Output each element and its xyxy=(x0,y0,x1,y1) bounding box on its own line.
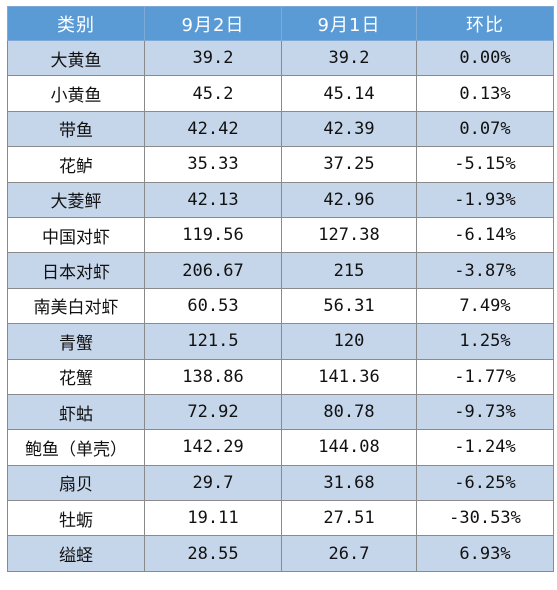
cell-change: -1.24% xyxy=(416,429,554,466)
cell-sep-2: 29.7 xyxy=(144,464,282,502)
cell-sep-1: 56.31 xyxy=(281,287,417,325)
cell-category: 缢蛏 xyxy=(7,535,145,572)
table-header: 类别 9月2日 9月1日 环比 xyxy=(7,6,554,41)
cell-sep-1: 42.96 xyxy=(281,181,417,218)
cell-sep-2: 206.67 xyxy=(144,252,282,289)
cell-sep-1: 39.2 xyxy=(281,39,417,77)
cell-sep-2: 138.86 xyxy=(144,358,282,395)
table-row: 日本对虾 206.67 215 -3.87% xyxy=(7,252,554,289)
cell-sep-1: 215 xyxy=(281,252,417,289)
cell-category: 扇贝 xyxy=(7,464,145,502)
cell-sep-2: 60.53 xyxy=(144,287,282,325)
cell-sep-2: 42.42 xyxy=(144,110,282,148)
cell-category: 花鲈 xyxy=(7,146,145,183)
header-category: 类别 xyxy=(7,6,145,41)
cell-sep-2: 72.92 xyxy=(144,393,282,431)
cell-sep-1: 144.08 xyxy=(281,429,417,466)
cell-category: 大黄鱼 xyxy=(7,39,145,77)
cell-category: 日本对虾 xyxy=(7,252,145,289)
cell-sep-1: 127.38 xyxy=(281,216,417,254)
cell-category: 南美白对虾 xyxy=(7,287,145,325)
header-sep-2: 9月2日 xyxy=(144,6,282,41)
cell-sep-1: 31.68 xyxy=(281,464,417,502)
table-row: 花蟹 138.86 141.36 -1.77% xyxy=(7,358,554,395)
cell-category: 大菱鲆 xyxy=(7,181,145,218)
cell-sep-2: 42.13 xyxy=(144,181,282,218)
header-row: 类别 9月2日 9月1日 环比 xyxy=(7,6,554,41)
cell-sep-2: 119.56 xyxy=(144,216,282,254)
cell-change: -5.15% xyxy=(416,146,554,183)
cell-category: 小黄鱼 xyxy=(7,75,145,112)
cell-sep-2: 19.11 xyxy=(144,500,282,537)
cell-sep-1: 141.36 xyxy=(281,358,417,395)
cell-change: 1.25% xyxy=(416,323,554,360)
cell-category: 青蟹 xyxy=(7,323,145,360)
table-row: 大黄鱼 39.2 39.2 0.00% xyxy=(7,39,554,77)
header-sep-1: 9月1日 xyxy=(281,6,417,41)
cell-sep-1: 45.14 xyxy=(281,75,417,112)
cell-category: 中国对虾 xyxy=(7,216,145,254)
table-row: 扇贝 29.7 31.68 -6.25% xyxy=(7,464,554,502)
cell-sep-2: 45.2 xyxy=(144,75,282,112)
cell-sep-1: 27.51 xyxy=(281,500,417,537)
cell-change: 7.49% xyxy=(416,287,554,325)
cell-sep-2: 121.5 xyxy=(144,323,282,360)
table-row: 大菱鲆 42.13 42.96 -1.93% xyxy=(7,181,554,218)
cell-sep-1: 42.39 xyxy=(281,110,417,148)
cell-category: 牡蛎 xyxy=(7,500,145,537)
cell-change: -3.87% xyxy=(416,252,554,289)
cell-sep-2: 35.33 xyxy=(144,146,282,183)
cell-category: 花蟹 xyxy=(7,358,145,395)
cell-change: -9.73% xyxy=(416,393,554,431)
cell-change: -1.77% xyxy=(416,358,554,395)
cell-change: 0.07% xyxy=(416,110,554,148)
cell-sep-1: 37.25 xyxy=(281,146,417,183)
cell-category: 虾蛄 xyxy=(7,393,145,431)
table-row: 花鲈 35.33 37.25 -5.15% xyxy=(7,146,554,183)
table-row: 缢蛏 28.55 26.7 6.93% xyxy=(7,535,554,572)
cell-change: -30.53% xyxy=(416,500,554,537)
cell-sep-2: 142.29 xyxy=(144,429,282,466)
cell-change: 0.00% xyxy=(416,39,554,77)
table-row: 带鱼 42.42 42.39 0.07% xyxy=(7,110,554,148)
table-row: 中国对虾 119.56 127.38 -6.14% xyxy=(7,216,554,254)
cell-category: 鲍鱼（单壳） xyxy=(7,429,145,466)
table-body: 大黄鱼 39.2 39.2 0.00% 小黄鱼 45.2 45.14 0.13% 带鱼 42.42… xyxy=(7,39,554,572)
cell-sep-1: 26.7 xyxy=(281,535,417,572)
table-row: 虾蛄 72.92 80.78 -9.73% xyxy=(7,393,554,431)
table-row: 鲍鱼（单壳） 142.29 144.08 -1.24% xyxy=(7,429,554,466)
cell-category: 带鱼 xyxy=(7,110,145,148)
cell-change: 0.13% xyxy=(416,75,554,112)
cell-sep-1: 120 xyxy=(281,323,417,360)
cell-sep-1: 80.78 xyxy=(281,393,417,431)
cell-sep-2: 28.55 xyxy=(144,535,282,572)
cell-change: -1.93% xyxy=(416,181,554,218)
cell-change: -6.25% xyxy=(416,464,554,502)
cell-change: -6.14% xyxy=(416,216,554,254)
cell-change: 6.93% xyxy=(416,535,554,572)
table-row: 南美白对虾 60.53 56.31 7.49% xyxy=(7,287,554,325)
table-row: 青蟹 121.5 120 1.25% xyxy=(7,323,554,360)
cell-sep-2: 39.2 xyxy=(144,39,282,77)
header-change: 环比 xyxy=(416,6,554,41)
table-row: 牡蛎 19.11 27.51 -30.53% xyxy=(7,500,554,537)
table-row: 小黄鱼 45.2 45.14 0.13% xyxy=(7,75,554,112)
price-comparison-table: 类别 9月2日 9月1日 环比 大黄鱼 39.2 39.2 0.00% 小黄鱼 45.2 4… xyxy=(7,6,554,572)
